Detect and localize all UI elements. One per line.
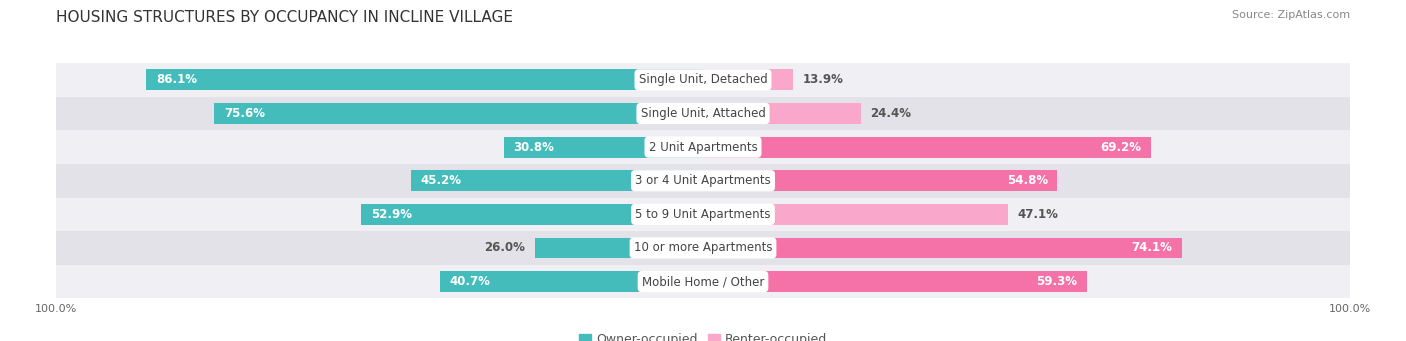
Bar — [703, 204, 1008, 225]
Bar — [56, 63, 1350, 97]
Bar — [703, 238, 1182, 258]
Bar — [56, 164, 1350, 197]
Text: 45.2%: 45.2% — [420, 174, 461, 187]
Bar — [703, 137, 1150, 158]
Bar — [440, 271, 703, 292]
Text: 40.7%: 40.7% — [450, 275, 491, 288]
Bar — [703, 103, 860, 124]
Text: 86.1%: 86.1% — [156, 73, 197, 86]
Text: 54.8%: 54.8% — [1007, 174, 1047, 187]
Text: 10 or more Apartments: 10 or more Apartments — [634, 241, 772, 254]
Bar — [503, 137, 703, 158]
Bar — [703, 170, 1057, 191]
Text: 2 Unit Apartments: 2 Unit Apartments — [648, 140, 758, 153]
Text: 59.3%: 59.3% — [1036, 275, 1077, 288]
Bar — [146, 70, 703, 90]
Bar — [56, 197, 1350, 231]
Text: 13.9%: 13.9% — [803, 73, 844, 86]
Text: Single Unit, Detached: Single Unit, Detached — [638, 73, 768, 86]
Bar — [56, 97, 1350, 130]
Bar — [703, 271, 1087, 292]
Text: 75.6%: 75.6% — [224, 107, 264, 120]
Text: 3 or 4 Unit Apartments: 3 or 4 Unit Apartments — [636, 174, 770, 187]
Bar — [214, 103, 703, 124]
Text: Mobile Home / Other: Mobile Home / Other — [641, 275, 765, 288]
Text: Single Unit, Attached: Single Unit, Attached — [641, 107, 765, 120]
Text: Source: ZipAtlas.com: Source: ZipAtlas.com — [1232, 10, 1350, 20]
Text: 24.4%: 24.4% — [870, 107, 911, 120]
Text: 74.1%: 74.1% — [1132, 241, 1173, 254]
Bar — [534, 238, 703, 258]
Bar — [703, 70, 793, 90]
Bar — [56, 130, 1350, 164]
Bar — [361, 204, 703, 225]
Text: 5 to 9 Unit Apartments: 5 to 9 Unit Apartments — [636, 208, 770, 221]
Legend: Owner-occupied, Renter-occupied: Owner-occupied, Renter-occupied — [579, 333, 827, 341]
Text: 26.0%: 26.0% — [484, 241, 526, 254]
Text: 69.2%: 69.2% — [1099, 140, 1140, 153]
Text: 30.8%: 30.8% — [513, 140, 554, 153]
Bar — [56, 231, 1350, 265]
Bar — [56, 265, 1350, 298]
Text: 52.9%: 52.9% — [371, 208, 412, 221]
Text: HOUSING STRUCTURES BY OCCUPANCY IN INCLINE VILLAGE: HOUSING STRUCTURES BY OCCUPANCY IN INCLI… — [56, 10, 513, 25]
Text: 47.1%: 47.1% — [1018, 208, 1059, 221]
Bar — [411, 170, 703, 191]
